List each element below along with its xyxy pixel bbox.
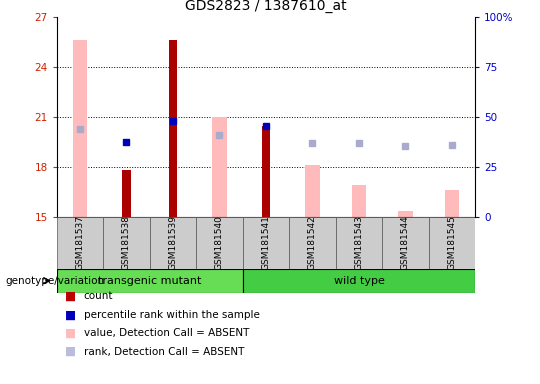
Bar [444, 190, 460, 217]
Text: count: count [84, 291, 113, 301]
Bar [150, 217, 196, 269]
Bar [242, 217, 289, 269]
Text: GSM181544: GSM181544 [401, 215, 410, 270]
Text: genotype/variation: genotype/variation [5, 276, 105, 286]
Text: value, Detection Call = ABSENT: value, Detection Call = ABSENT [84, 328, 249, 338]
Text: ■: ■ [65, 308, 76, 321]
Bar [289, 217, 336, 269]
Bar [122, 170, 131, 217]
Bar [305, 166, 320, 217]
Bar [57, 269, 242, 293]
Bar [196, 217, 242, 269]
Bar [398, 211, 413, 217]
Text: GSM181542: GSM181542 [308, 215, 317, 270]
Text: GSM181538: GSM181538 [122, 215, 131, 270]
Text: GSM181537: GSM181537 [76, 215, 84, 270]
Bar [242, 269, 475, 293]
Bar [103, 217, 150, 269]
Bar [429, 217, 475, 269]
Text: rank, Detection Call = ABSENT: rank, Detection Call = ABSENT [84, 347, 244, 357]
Bar [336, 217, 382, 269]
Bar [72, 40, 87, 217]
Bar [57, 217, 103, 269]
Text: GSM181543: GSM181543 [354, 215, 363, 270]
Text: ■: ■ [65, 327, 76, 340]
Text: transgenic mutant: transgenic mutant [98, 276, 201, 286]
Text: wild type: wild type [334, 276, 384, 286]
Title: GDS2823 / 1387610_at: GDS2823 / 1387610_at [185, 0, 347, 13]
Text: GSM181545: GSM181545 [448, 215, 456, 270]
Text: GSM181541: GSM181541 [261, 215, 271, 270]
Bar [169, 40, 177, 217]
Text: GSM181539: GSM181539 [168, 215, 178, 270]
Text: ■: ■ [65, 345, 76, 358]
Bar [262, 126, 270, 217]
Bar [212, 117, 227, 217]
Text: GSM181540: GSM181540 [215, 215, 224, 270]
Text: ■: ■ [65, 290, 76, 303]
Text: percentile rank within the sample: percentile rank within the sample [84, 310, 260, 320]
Bar [352, 185, 366, 217]
Bar [382, 217, 429, 269]
